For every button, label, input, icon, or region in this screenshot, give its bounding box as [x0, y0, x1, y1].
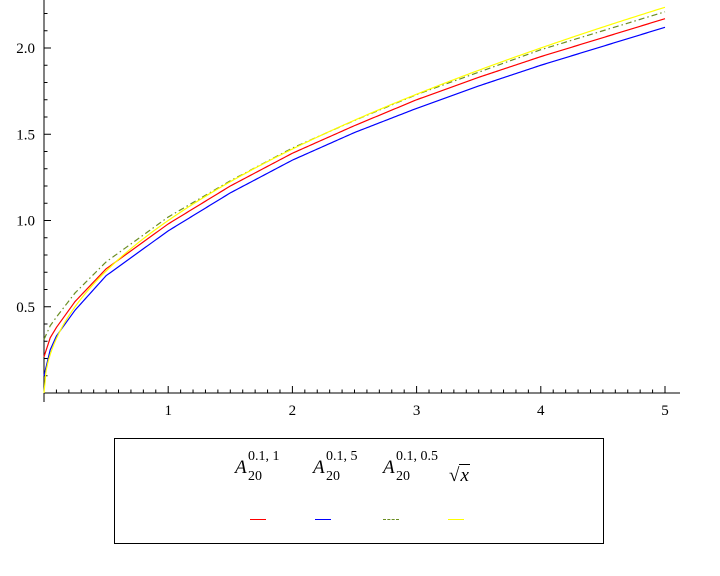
y-tick-label: 1.5 [16, 127, 35, 143]
series-line-1 [43, 18, 666, 357]
legend: A 0.1, 1 20 A 0.1, 5 20 A 0.1, 0.5 20 √x [114, 438, 604, 544]
series-line-4 [43, 6, 666, 394]
axes [43, 0, 680, 402]
y-tick-label: 0.5 [16, 300, 35, 316]
legend-label-2: A 0.1, 5 20 [313, 449, 358, 484]
legend-swatch-4 [448, 519, 464, 520]
x-tick-label: 3 [413, 403, 421, 419]
y-tick-label: 1.0 [16, 214, 35, 230]
x-tick-label: 1 [164, 403, 172, 419]
x-tick-label: 5 [661, 403, 669, 419]
axis-ticks [43, 13, 666, 393]
legend-swatch-2 [315, 519, 331, 520]
series-line-2 [43, 26, 666, 376]
y-tick-label: 2.0 [16, 41, 35, 57]
legend-swatch-1 [250, 519, 266, 520]
axis-tick-labels: 1 2 3 4 5 0.5 1.0 1.5 2.0 [16, 41, 669, 419]
legend-label-1: A 0.1, 1 20 [235, 449, 280, 484]
x-tick-label: 4 [537, 403, 545, 419]
legend-swatch-3 [383, 519, 399, 520]
legend-label-4: √x [449, 464, 470, 486]
legend-label-3: A 0.1, 0.5 20 [383, 449, 438, 484]
series-line-3 [43, 11, 666, 340]
line-chart: 1 2 3 4 5 0.5 1.0 1.5 2.0 [16, 0, 680, 419]
x-tick-label: 2 [289, 403, 297, 419]
series-lines [43, 6, 666, 394]
